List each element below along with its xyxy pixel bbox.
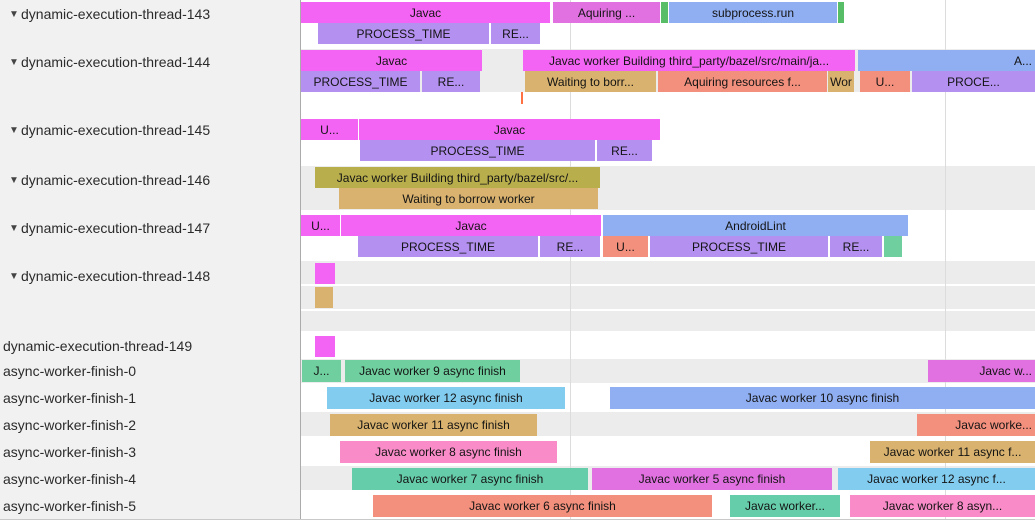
trace-slice[interactable]: RE... [597, 140, 652, 161]
track-name: async-worker-finish-0 [3, 363, 137, 379]
trace-slice[interactable]: Javac worker 10 async finish [610, 387, 1035, 409]
collapse-toggle-icon[interactable]: ▼ [9, 8, 19, 20]
track-label-row[interactable]: async-worker-finish-4 [0, 469, 136, 489]
flow-marker [521, 92, 523, 104]
timeline-bottom-border [0, 519, 1035, 520]
collapse-toggle-icon[interactable]: ▼ [9, 270, 19, 282]
trace-slice[interactable]: Javac worker 8 asyn... [850, 495, 1035, 517]
trace-slice[interactable]: RE... [830, 236, 882, 257]
trace-slice[interactable]: J... [302, 360, 341, 382]
trace-slice[interactable]: subprocess.run [669, 2, 837, 23]
trace-slice[interactable]: Javac worker 11 async f... [870, 441, 1035, 463]
track-name: dynamic-execution-thread-145 [21, 122, 211, 138]
trace-slice[interactable]: AndroidLint [603, 215, 908, 236]
trace-slice[interactable]: U... [603, 236, 648, 257]
track-name: dynamic-execution-thread-148 [21, 268, 211, 284]
trace-slice[interactable]: U... [301, 119, 358, 140]
trace-slice[interactable]: U... [301, 215, 340, 236]
trace-slice[interactable]: Javac worker 12 async f... [838, 468, 1035, 490]
track-row-band [301, 261, 1035, 284]
track-name: dynamic-execution-thread-144 [21, 54, 211, 70]
trace-slice[interactable]: Javac worker Building third_party/bazel/… [315, 167, 600, 188]
track-label-row[interactable]: async-worker-finish-1 [0, 388, 136, 408]
trace-slice[interactable]: Javac worker 9 async finish [345, 360, 520, 382]
trace-slice[interactable] [315, 263, 335, 284]
trace-slice[interactable]: RE... [491, 23, 540, 44]
trace-slice[interactable] [884, 236, 902, 257]
trace-slice[interactable]: Waiting to borr... [525, 71, 656, 92]
track-label-row[interactable]: async-worker-finish-2 [0, 415, 136, 435]
trace-slice[interactable]: Javac [341, 215, 601, 236]
track-name: async-worker-finish-5 [3, 498, 137, 514]
collapse-toggle-icon[interactable]: ▼ [9, 124, 19, 136]
trace-slice[interactable]: Javac worker 11 async finish [330, 414, 537, 436]
trace-slice[interactable]: Javac worker 6 async finish [373, 495, 712, 517]
trace-slice[interactable]: Javac worker 7 async finish [352, 468, 588, 490]
trace-slice[interactable]: Aquiring ... [553, 2, 660, 23]
collapse-toggle-icon[interactable]: ▼ [9, 222, 19, 234]
trace-slice[interactable]: Waiting to borrow worker [339, 188, 598, 209]
track-label-row[interactable]: async-worker-finish-5 [0, 496, 136, 516]
trace-slice[interactable]: Javac worker 8 async finish [340, 441, 557, 463]
trace-slice[interactable]: Javac worker 12 async finish [327, 387, 565, 409]
track-label-row[interactable]: dynamic-execution-thread-149 [0, 336, 192, 356]
trace-slice[interactable]: Javac [301, 2, 550, 23]
trace-slice[interactable] [661, 2, 668, 23]
trace-slice[interactable]: Aquiring resources f... [658, 71, 827, 92]
trace-slice[interactable]: Javac w... [928, 360, 1035, 382]
track-name: dynamic-execution-thread-143 [21, 6, 211, 22]
track-label-row[interactable]: async-worker-finish-0 [0, 361, 136, 381]
track-name: async-worker-finish-4 [3, 471, 137, 487]
trace-slice[interactable]: PROCESS_TIME [358, 236, 538, 257]
trace-slice[interactable] [838, 2, 844, 23]
trace-slice[interactable]: Javac [359, 119, 660, 140]
trace-slice[interactable]: RE... [422, 71, 480, 92]
time-gridline [945, 0, 946, 519]
trace-slice[interactable]: Wor [828, 71, 854, 92]
collapse-toggle-icon[interactable]: ▼ [9, 174, 19, 186]
trace-slice[interactable]: Javac worker Building third_party/bazel/… [523, 50, 855, 71]
track-label-row[interactable]: ▼ dynamic-execution-thread-144 [0, 52, 210, 72]
collapse-toggle-icon[interactable]: ▼ [9, 56, 19, 68]
track-name: dynamic-execution-thread-147 [21, 220, 211, 236]
trace-slice[interactable]: Javac worke... [917, 414, 1035, 436]
track-name: dynamic-execution-thread-146 [21, 172, 211, 188]
trace-slice[interactable]: RE... [540, 236, 600, 257]
trace-slice[interactable]: PROCESS_TIME [650, 236, 828, 257]
trace-slice[interactable]: Javac [301, 50, 482, 71]
track-row-band [301, 311, 1035, 331]
trace-slice[interactable] [315, 336, 335, 357]
track-name: dynamic-execution-thread-149 [3, 338, 193, 354]
time-gridline [570, 0, 571, 519]
trace-slice[interactable]: PROCE... [912, 71, 1035, 92]
track-label-row[interactable]: async-worker-finish-3 [0, 442, 136, 462]
track-label-row[interactable]: ▼ dynamic-execution-thread-145 [0, 120, 210, 140]
track-name-panel: ▼ dynamic-execution-thread-143 ▼ dynamic-ex… [0, 0, 301, 519]
track-name: async-worker-finish-1 [3, 390, 137, 406]
trace-slice[interactable]: PROCESS_TIME [318, 23, 489, 44]
track-label-row[interactable]: ▼ dynamic-execution-thread-146 [0, 170, 210, 190]
track-row-band [301, 286, 1035, 309]
trace-slice[interactable] [315, 287, 333, 308]
track-name: async-worker-finish-2 [3, 417, 137, 433]
trace-slice[interactable]: Javac worker 5 async finish [592, 468, 832, 490]
track-label-row[interactable]: ▼ dynamic-execution-thread-143 [0, 4, 210, 24]
track-name: async-worker-finish-3 [3, 444, 137, 460]
trace-slice[interactable]: PROCESS_TIME [301, 71, 420, 92]
trace-slice[interactable]: U... [860, 71, 910, 92]
track-label-row[interactable]: ▼ dynamic-execution-thread-147 [0, 218, 210, 238]
trace-slice[interactable]: PROCESS_TIME [360, 140, 595, 161]
track-label-row[interactable]: ▼ dynamic-execution-thread-148 [0, 266, 210, 286]
trace-slice[interactable]: Javac worker... [730, 495, 840, 517]
trace-slice[interactable]: A... [858, 50, 1035, 71]
